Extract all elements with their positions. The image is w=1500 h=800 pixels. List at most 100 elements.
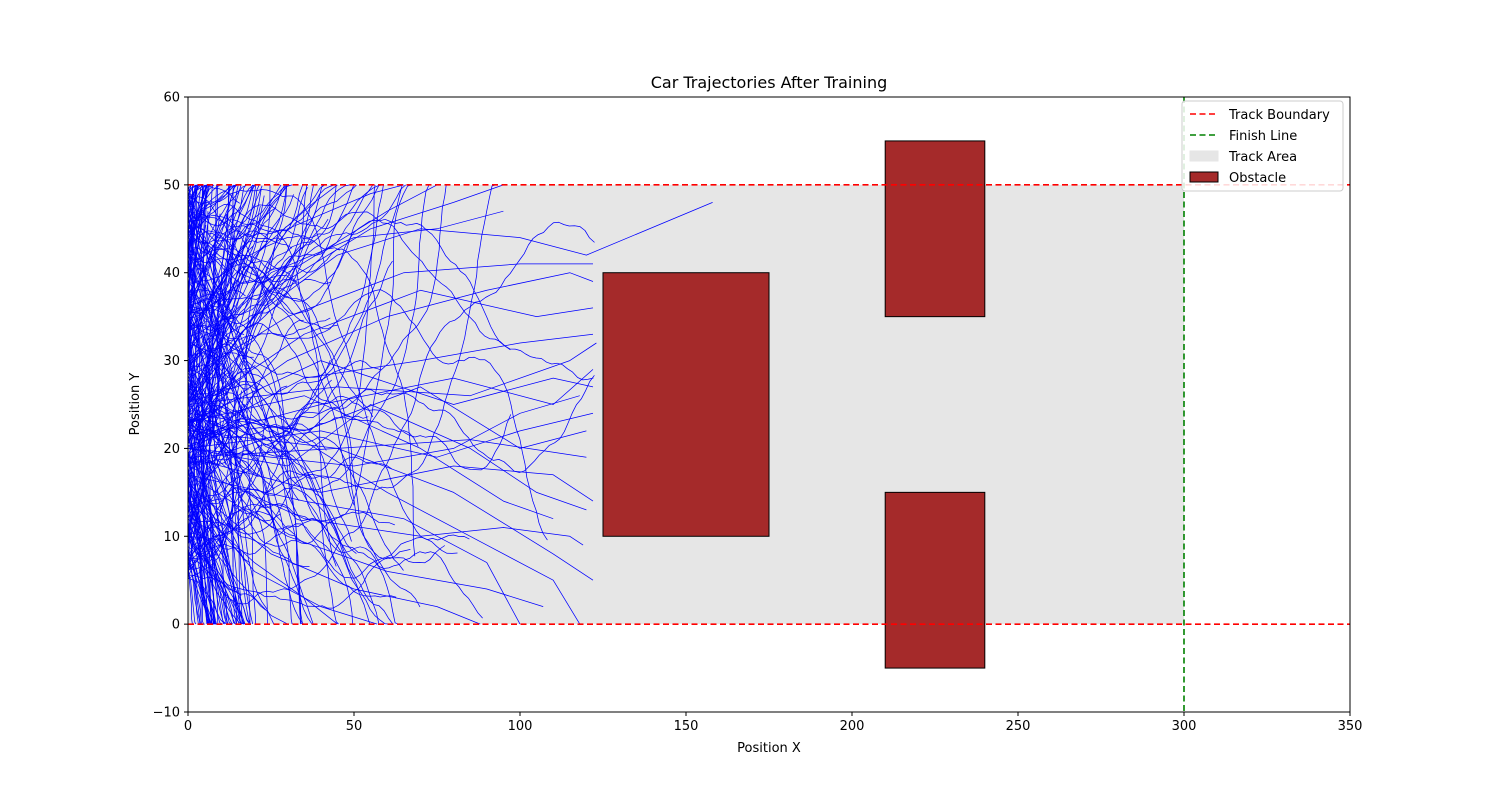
- trajectory-line: [188, 184, 248, 297]
- trajectory-line: [188, 383, 301, 625]
- x-axis-label: Position X: [737, 741, 801, 756]
- trajectory-line: [188, 385, 288, 570]
- trajectory-line: [188, 241, 247, 376]
- trajectory-line: [188, 366, 275, 625]
- trajectory-line: [188, 292, 228, 625]
- trajectory-line: [188, 213, 340, 251]
- trajectory-line: [188, 287, 411, 560]
- trajectory-line: [188, 401, 287, 457]
- trajectory-line: [188, 184, 308, 324]
- legend-label: Track Area: [1228, 150, 1297, 165]
- obstacle: [884, 140, 986, 318]
- legend: Track Boundary Finish Line Track Area Obsta…: [1181, 100, 1344, 192]
- trajectory-line: [188, 240, 237, 625]
- trajectory-line: [188, 184, 355, 244]
- trajectory-line: [188, 184, 260, 414]
- trajectory-line: [188, 452, 245, 534]
- chart-title: Car Trajectories After Training: [651, 73, 888, 92]
- trajectory-line: [188, 430, 581, 625]
- trajectory-line: [188, 263, 593, 379]
- trajectory-line: [188, 184, 201, 210]
- trajectory-line: [188, 184, 288, 518]
- trajectory-line: [188, 342, 211, 515]
- trajectory-line: [188, 211, 303, 625]
- y-tick-label: 20: [163, 442, 180, 457]
- trajectory-line: [188, 185, 263, 353]
- trajectory-line: [188, 184, 191, 219]
- y-tick-label: 40: [163, 266, 180, 281]
- trajectory-line: [188, 184, 384, 378]
- trajectory-line: [188, 184, 211, 324]
- x-tick-label: 100: [508, 719, 533, 734]
- trajectory-line: [188, 184, 403, 465]
- trajectory-line: [188, 184, 335, 233]
- x-tick-label: 250: [1006, 719, 1031, 734]
- trajectory-line: [188, 522, 208, 625]
- trajectory-line: [188, 184, 198, 251]
- axes-frame: [187, 96, 1351, 713]
- legend-swatch-patch: [1189, 150, 1219, 162]
- trajectory-line: [188, 257, 304, 625]
- trajectory-line: [188, 184, 208, 249]
- trajectory-line: [188, 428, 240, 625]
- trajectory-line: [188, 211, 209, 413]
- trajectory-line: [188, 477, 202, 625]
- trajectory-line: [188, 418, 371, 625]
- trajectory-line: [188, 324, 264, 379]
- trajectory-line: [188, 483, 481, 625]
- trajectory-line: [188, 204, 421, 608]
- trajectory-line: [188, 184, 404, 396]
- trajectory-line: [188, 474, 544, 607]
- y-tick-label: 30: [163, 354, 180, 369]
- trajectory-line: [188, 475, 446, 609]
- trajectory-line: [188, 412, 594, 458]
- trajectory-line: [188, 479, 201, 625]
- y-tick-label: −10: [153, 706, 180, 721]
- x-tick-label: 50: [346, 719, 363, 734]
- axis-ticks: 0 50 100 150 200 250 300 350 −10 0 10 20 30 40 50 60: [153, 91, 1363, 735]
- trajectory-line: [188, 468, 229, 558]
- trajectory-line: [188, 221, 595, 605]
- trajectory-line: [188, 195, 594, 381]
- x-tick-label: 0: [184, 719, 192, 734]
- trajectory-line: [188, 194, 294, 402]
- trajectory-line: [188, 263, 374, 418]
- trajectory-line: [188, 456, 594, 502]
- trajectory-line: [188, 184, 238, 230]
- trajectory-line: [188, 289, 246, 297]
- x-tick-label: 200: [840, 719, 865, 734]
- trajectory-line: [188, 252, 254, 625]
- trajectory-line: [188, 245, 254, 329]
- trajectory-line: [188, 333, 594, 440]
- y-tick-label: 50: [163, 178, 180, 193]
- axes-border: [187, 96, 1351, 713]
- trajectory-line: [188, 240, 269, 357]
- trajectory-line: [188, 235, 243, 625]
- obstacles-layer: [602, 140, 986, 669]
- trajectory-line: [188, 569, 197, 625]
- trajectory-line: [188, 375, 595, 560]
- trajectory-line: [188, 360, 382, 395]
- trajectory-line: [188, 195, 265, 465]
- trajectory-line: [188, 187, 308, 363]
- legend-swatch-patch: [1189, 171, 1219, 183]
- obstacle: [884, 491, 986, 669]
- trajectory-line: [188, 214, 369, 419]
- trajectory-line: [188, 404, 587, 511]
- trajectory-line: [188, 395, 554, 520]
- trajectory-line: [188, 212, 339, 330]
- trajectory-line: [188, 196, 355, 506]
- trajectory-line: [188, 339, 399, 625]
- trajectory-line: [188, 312, 226, 465]
- trajectory-line: [188, 206, 300, 502]
- trajectory-line: [188, 225, 207, 357]
- trajectory-line: [188, 360, 594, 423]
- trajectory-line: [188, 238, 251, 345]
- reference-lines-layer: [188, 97, 1350, 712]
- y-tick-label: 10: [163, 530, 180, 545]
- trajectory-line: [188, 395, 580, 467]
- trajectory-line: [188, 557, 246, 625]
- trajectory-line: [188, 279, 332, 429]
- trajectory-line: [188, 237, 310, 567]
